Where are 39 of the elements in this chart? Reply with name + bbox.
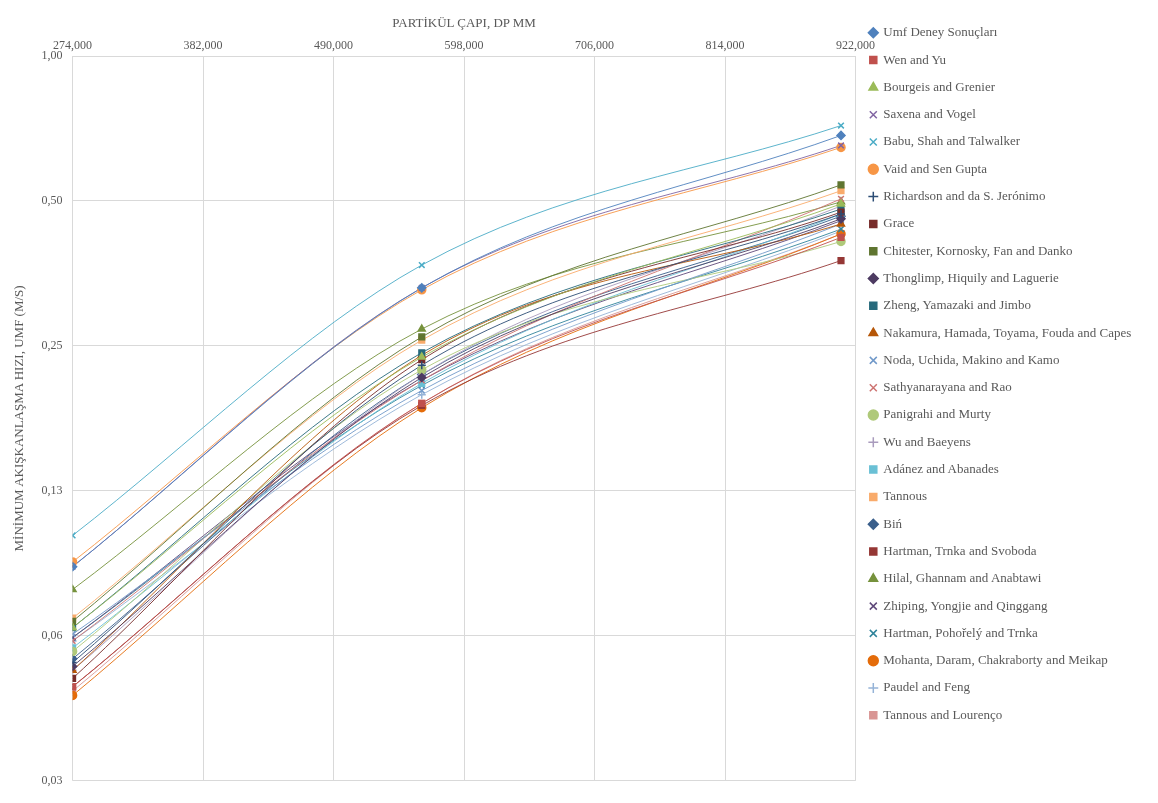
legend-label: Wen and Yu [883,51,947,67]
y-tick-label: 0,03 [41,772,63,787]
legend-label: Hartman, Pohořelý and Trnka [883,624,1039,640]
legend-label: Babu, Shah and Talwalker [883,133,1021,149]
x-axis-title: PARTİKÜL ÇAPI, DP MM [392,15,537,31]
legend-label: Umf Deney Sonuçları [883,24,998,40]
x-tick-label: 706,000 [575,37,615,52]
legend-label: Hilal, Ghannam and Anabtawi [883,570,1042,586]
legend-label: Thonglimp, Hiquily and Laguerie [883,269,1059,285]
legend-label: Adánez and Abanades [883,461,999,477]
legend-label: Zheng, Yamazaki and Jimbo [883,297,1031,313]
legend-label: Bourgeis and Grenier [883,78,996,94]
y-axis-title: MİNİMUM AKIŞKANLAŞMA HIZI, UMF (M/S) [11,285,27,552]
legend-label: Chitester, Kornosky, Fan and Danko [883,242,1073,258]
x-tick-label: 382,000 [183,37,223,52]
legend-label: Sathyanarayana and Rao [883,379,1012,395]
legend-label: Nakamura, Hamada, Toyama, Fouda and Capes [883,324,1132,340]
legend-label: Mohanta, Daram, Chakraborty and Meikap [883,652,1108,668]
legend-label: Paudel and Feng [883,679,971,695]
x-tick-label: 814,000 [705,37,745,52]
legend-label: Wu and Baeyens [883,433,971,449]
legend-label: Hartman, Trnka and Svoboda [883,542,1037,558]
x-tick-label: 490,000 [314,37,354,52]
legend-label: Tannous and Lourenço [883,706,1003,722]
x-tick-label: 598,000 [444,37,484,52]
y-tick-label: 0,13 [41,483,63,498]
legend-label: Panigrahi and Murty [883,406,992,422]
legend-label: Noda, Uchida, Makino and Kamo [883,351,1060,367]
legend-label: Richardson and da S. Jerónimo [883,188,1046,204]
y-tick-label: 0,25 [41,338,63,353]
legend-label: Grace [883,215,915,231]
x-tick-label: 922,000 [836,37,875,52]
legend-label: Saxena and Vogel [883,106,977,122]
y-tick-label: 0,50 [41,193,63,208]
legend-label: Biń [883,515,903,531]
legend-label: Tannous [883,488,928,504]
legend-label: Vaid and Sen Gupta [883,160,988,176]
y-tick-label: 0,06 [41,628,63,642]
legend-label: Zhiping, Yongjie and Qinggang [883,597,1049,613]
